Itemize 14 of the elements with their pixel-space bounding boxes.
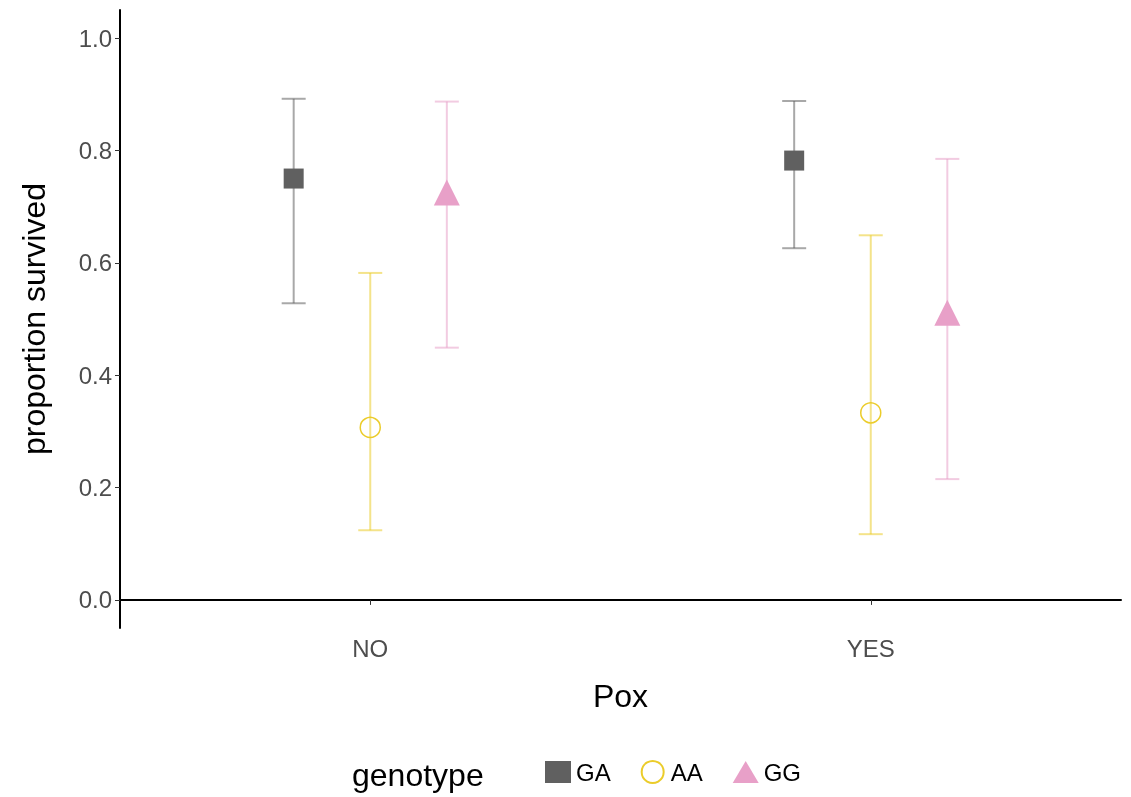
y-tick-label: 0.0	[78, 586, 112, 614]
y-tick-label: 0.4	[78, 361, 112, 389]
legend-label: AA	[670, 758, 703, 786]
y-tick-label: 1.0	[78, 24, 112, 52]
legend-title: genotype	[352, 757, 484, 793]
x-axis-title: Pox	[592, 678, 649, 714]
y-tick-label: 0.2	[78, 474, 112, 502]
x-tick-label: NO	[352, 634, 389, 662]
y-tick-label: 0.6	[78, 249, 112, 277]
x-tick-label: YES	[846, 634, 895, 662]
legend-label: GG	[763, 758, 802, 786]
legend-label: GA	[576, 758, 611, 786]
y-tick-label: 0.8	[78, 136, 112, 164]
y-axis-title: proportion survived	[16, 182, 52, 456]
